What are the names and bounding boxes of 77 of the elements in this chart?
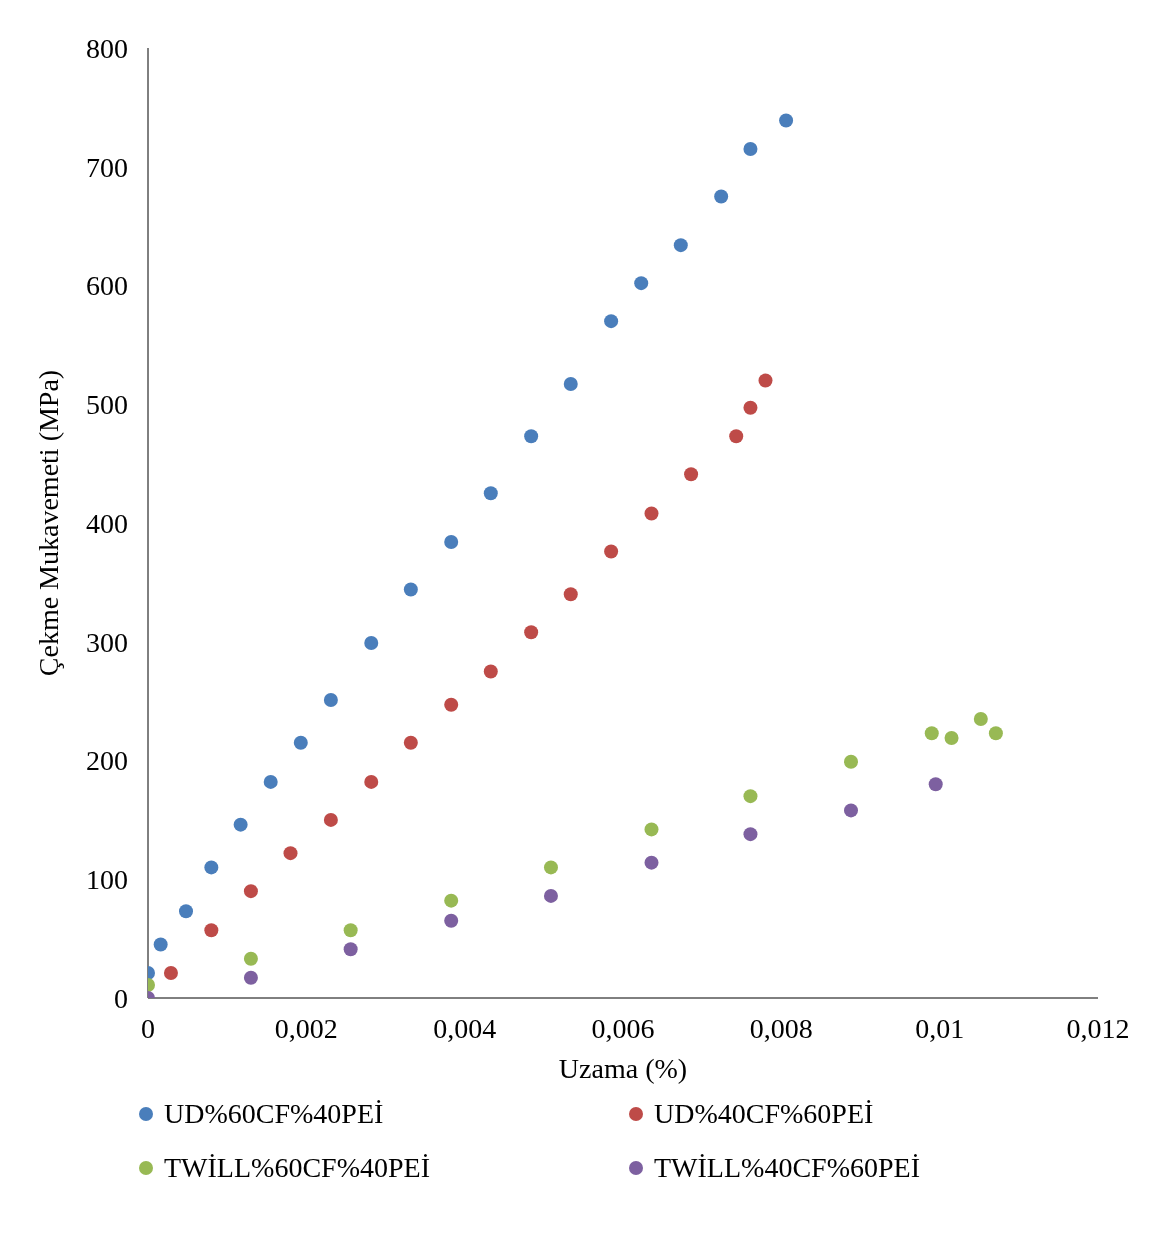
point xyxy=(563,377,578,392)
point xyxy=(644,506,659,521)
point xyxy=(944,730,959,745)
y-tick-label: 200 xyxy=(86,745,128,777)
point xyxy=(293,735,308,750)
point xyxy=(483,486,498,501)
point xyxy=(153,937,168,952)
point xyxy=(403,735,418,750)
point xyxy=(364,774,379,789)
x-tick-label: 0,004 xyxy=(433,1012,497,1044)
point xyxy=(543,860,558,875)
legend-label: UD%40CF%60PEİ xyxy=(654,1098,874,1130)
point xyxy=(604,314,619,329)
y-tick-label: 400 xyxy=(86,507,128,539)
point xyxy=(928,777,943,792)
point xyxy=(714,189,729,204)
point xyxy=(543,888,558,903)
point xyxy=(243,951,258,966)
point xyxy=(758,373,773,388)
x-tick-label: 0 xyxy=(141,1012,155,1044)
x-tick-label: 0,01 xyxy=(915,1012,965,1044)
point xyxy=(684,467,699,482)
point xyxy=(743,141,758,156)
point xyxy=(604,544,619,559)
legend-label: TWİLL%40CF%60PEİ xyxy=(654,1152,920,1184)
x-tick-label: 0,006 xyxy=(591,1012,655,1044)
point xyxy=(524,625,539,640)
point xyxy=(743,827,758,842)
point xyxy=(204,923,219,938)
point xyxy=(444,697,459,712)
point xyxy=(644,855,659,870)
y-tick-label: 700 xyxy=(86,151,128,183)
legend-label: TWİLL%60CF%40PEİ xyxy=(164,1152,430,1184)
point xyxy=(204,860,219,875)
point xyxy=(444,913,459,928)
x-tick-label: 0,002 xyxy=(274,1012,338,1044)
point xyxy=(343,923,358,938)
x-tick-label: 0,008 xyxy=(749,1012,813,1044)
point xyxy=(233,817,248,832)
point xyxy=(444,893,459,908)
point xyxy=(179,904,193,919)
y-tick-label: 500 xyxy=(86,389,128,421)
y-tick-label: 300 xyxy=(86,626,128,658)
x-tick-label: 0,012 xyxy=(1066,1012,1130,1044)
point xyxy=(743,400,758,415)
point xyxy=(243,970,258,985)
point xyxy=(483,664,498,679)
legend-label: UD%60CF%40PEİ xyxy=(164,1098,384,1130)
y-tick-label: 600 xyxy=(86,270,128,302)
point xyxy=(743,789,758,804)
point xyxy=(563,587,578,602)
y-axis-title: Çekme Mukavemeti (MPa) xyxy=(32,369,64,677)
y-tick-label: 800 xyxy=(86,32,128,64)
point xyxy=(779,113,794,128)
y-tick-label: 100 xyxy=(86,864,128,896)
point xyxy=(364,635,379,650)
point xyxy=(988,726,1003,741)
point xyxy=(243,884,258,899)
point xyxy=(403,582,418,597)
point xyxy=(844,754,858,769)
point xyxy=(973,711,988,726)
point xyxy=(844,803,858,818)
point xyxy=(323,812,338,827)
point xyxy=(163,966,178,981)
point xyxy=(283,846,298,861)
point xyxy=(444,535,459,549)
x-axis-title: Uzama (%) xyxy=(558,1053,688,1084)
point xyxy=(323,692,338,707)
point xyxy=(729,429,744,444)
point xyxy=(673,238,688,253)
point xyxy=(634,276,649,291)
point xyxy=(644,822,659,837)
y-tick-label: 0 xyxy=(114,982,128,1014)
point xyxy=(343,942,358,957)
point xyxy=(924,726,939,741)
point xyxy=(263,774,278,789)
point xyxy=(524,429,539,444)
